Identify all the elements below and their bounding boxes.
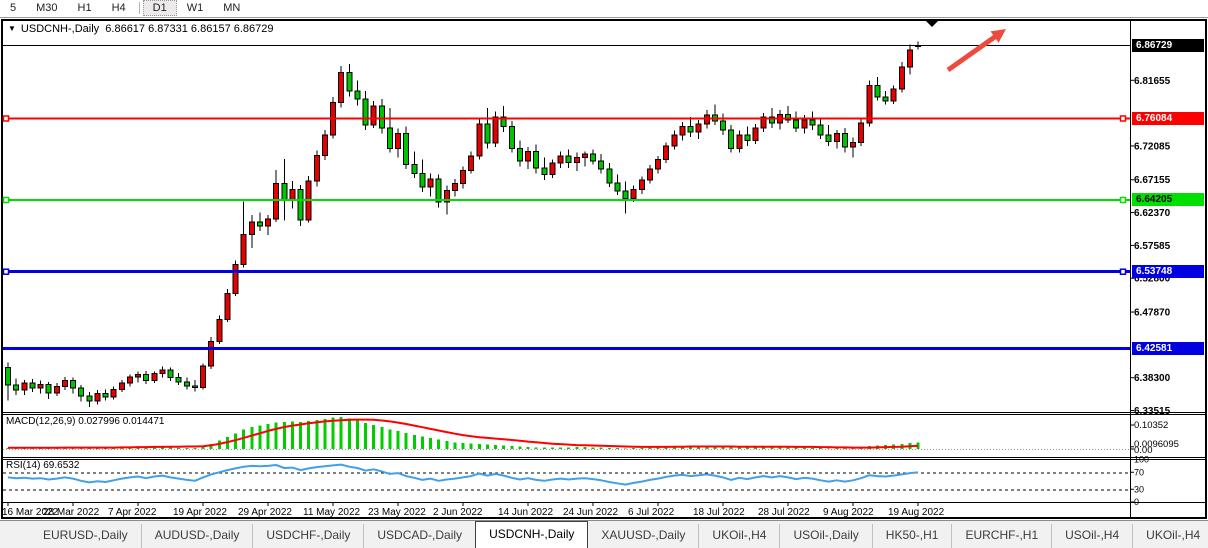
svg-text:23 May 2022: 23 May 2022 bbox=[368, 507, 426, 518]
svg-text:6.52800: 6.52800 bbox=[1134, 274, 1171, 285]
svg-text:0.10352: 0.10352 bbox=[1134, 420, 1168, 431]
line-handle[interactable] bbox=[1119, 115, 1127, 122]
svg-text:70: 70 bbox=[1134, 467, 1144, 477]
svg-text:100: 100 bbox=[1134, 455, 1149, 465]
symbol-tab-bar: EURUSD-,Daily AUDUSD-,Daily USDCHF-,Dail… bbox=[0, 520, 1208, 548]
macd-indicator-label: MACD(12,26,9) 0.027996 0.014471 bbox=[6, 416, 165, 427]
chart-title: ▼ USDCNH-,Daily 6.86617 6.87331 6.86157 6… bbox=[8, 23, 274, 35]
svg-text:6.57585: 6.57585 bbox=[1134, 241, 1171, 252]
svg-text:28 Jul 2022: 28 Jul 2022 bbox=[758, 507, 810, 518]
svg-text:7 Apr 2022: 7 Apr 2022 bbox=[108, 507, 157, 518]
tab-usdcad-daily[interactable]: USDCAD-,Daily bbox=[363, 524, 475, 548]
toolbar-separator bbox=[138, 2, 140, 14]
line-handle[interactable] bbox=[2, 115, 10, 122]
chart-symbol-period: USDCNH-,Daily bbox=[20, 23, 100, 35]
price-label-support-green: 6.64205 bbox=[1132, 193, 1204, 207]
trend-arrow-annotation[interactable] bbox=[946, 32, 1000, 73]
timeframe-button-h4[interactable]: H4 bbox=[111, 2, 126, 14]
timeframe-toolbar: 5 M30 H1 H4 D1 W1 MN bbox=[0, 0, 1208, 16]
chevron-down-icon[interactable]: ▼ bbox=[8, 24, 16, 33]
line-handle[interactable] bbox=[2, 196, 10, 204]
tab-xauusd-daily[interactable]: XAUUSD-,Daily bbox=[601, 528, 686, 542]
svg-text:6.67155: 6.67155 bbox=[1134, 175, 1171, 186]
svg-text:6.33515: 6.33515 bbox=[1134, 406, 1171, 417]
tab-usdcnh-daily[interactable]: USDCNH-,Daily bbox=[475, 521, 589, 548]
horizontal-lines[interactable] bbox=[2, 115, 1130, 350]
chart-ohlc-values: 6.86617 6.87331 6.86157 6.86729 bbox=[105, 23, 274, 35]
svg-text:0: 0 bbox=[1134, 497, 1139, 507]
svg-text:2 Jun 2022: 2 Jun 2022 bbox=[433, 507, 483, 518]
rsi-indicator-label: RSI(14) 69.6532 bbox=[6, 460, 80, 471]
timeframe-button-d1[interactable]: D1 bbox=[142, 0, 177, 16]
chart-frame bbox=[1, 19, 1207, 519]
svg-text:6.38300: 6.38300 bbox=[1134, 373, 1171, 384]
tab-usoil-daily[interactable]: USOil-,Daily bbox=[779, 524, 871, 548]
svg-text:9 Aug 2022: 9 Aug 2022 bbox=[823, 507, 874, 518]
line-handle[interactable] bbox=[2, 268, 10, 275]
tab-ukoil-h4-2[interactable]: UKOil-,H4 bbox=[1132, 524, 1208, 548]
timeframe-button-w1[interactable]: W1 bbox=[186, 2, 204, 14]
svg-text:24 Jun 2022: 24 Jun 2022 bbox=[563, 507, 618, 518]
timeframe-button-mn[interactable]: MN bbox=[223, 2, 241, 14]
candlestick-chart-canvas[interactable]: 6.81655 6.72085 6.67155 6.62370 6.57585 6.528… bbox=[0, 16, 1208, 520]
svg-text:29 Apr 2022: 29 Apr 2022 bbox=[238, 507, 292, 518]
svg-text:0.0096095: 0.0096095 bbox=[1134, 439, 1179, 450]
svg-text:0.00: 0.00 bbox=[1134, 445, 1153, 456]
svg-text:6.81655: 6.81655 bbox=[1134, 76, 1171, 87]
rsi-line bbox=[7, 463, 919, 486]
svg-text:14 Jun 2022: 14 Jun 2022 bbox=[498, 507, 553, 518]
rsi-scale: 100 70 30 0 bbox=[1130, 455, 1149, 507]
line-handle[interactable] bbox=[1119, 268, 1127, 275]
svg-text:16 Mar 2022: 16 Mar 2022 bbox=[2, 507, 59, 518]
tab-hk50-h1[interactable]: HK50-,H1 bbox=[871, 524, 952, 548]
timeframe-button-m30[interactable]: M30 bbox=[36, 2, 58, 14]
line-handle[interactable] bbox=[1119, 196, 1127, 204]
tab-ukoil-h4[interactable]: UKOil-,H4 bbox=[698, 524, 779, 548]
svg-text:6 Jul 2022: 6 Jul 2022 bbox=[628, 507, 675, 518]
timeframe-button-m5[interactable]: 5 bbox=[10, 2, 17, 14]
svg-text:6.72085: 6.72085 bbox=[1134, 141, 1171, 152]
timeframe-button-h1[interactable]: H1 bbox=[77, 2, 92, 14]
tab-eurchf-h1[interactable]: EURCHF-,H1 bbox=[951, 524, 1051, 548]
svg-text:6.47870: 6.47870 bbox=[1134, 308, 1171, 319]
price-label-current: 6.86729 bbox=[1132, 38, 1204, 52]
candlestick-series bbox=[5, 41, 921, 408]
tab-usoil-h4[interactable]: USOil-,H4 bbox=[1051, 524, 1132, 548]
chart-window[interactable]: 6.81655 6.72085 6.67155 6.62370 6.57585 6.528… bbox=[0, 16, 1208, 520]
svg-text:30: 30 bbox=[1134, 484, 1144, 494]
price-label-resistance-red: 6.76084 bbox=[1132, 111, 1204, 125]
svg-text:19 Apr 2022: 19 Apr 2022 bbox=[173, 507, 227, 518]
price-axis: 6.81655 6.72085 6.67155 6.62370 6.57585 6.528… bbox=[1130, 76, 1171, 417]
tab-eurusd-daily[interactable]: EURUSD-,Daily bbox=[43, 528, 128, 542]
tab-audusd-daily[interactable]: AUDUSD-,Daily bbox=[140, 524, 253, 548]
svg-text:18 Jul 2022: 18 Jul 2022 bbox=[693, 507, 745, 518]
price-label-support-blue-lower: 6.42581 bbox=[1132, 341, 1204, 355]
trend-arrow-head[interactable] bbox=[990, 29, 1006, 43]
svg-text:19 Aug 2022: 19 Aug 2022 bbox=[888, 507, 945, 518]
chart-shift-marker-icon bbox=[926, 21, 938, 27]
svg-text:11 May 2022: 11 May 2022 bbox=[303, 507, 361, 518]
svg-text:6.62370: 6.62370 bbox=[1134, 208, 1171, 219]
price-label-support-blue-upper: 6.53748 bbox=[1132, 265, 1204, 279]
tab-usdchf-daily[interactable]: USDCHF-,Daily bbox=[252, 524, 363, 548]
rsi-panel bbox=[3, 463, 1130, 491]
macd-panel bbox=[3, 417, 1130, 450]
svg-text:28 Mar 2022: 28 Mar 2022 bbox=[43, 507, 100, 518]
macd-signal-line bbox=[8, 418, 919, 449]
